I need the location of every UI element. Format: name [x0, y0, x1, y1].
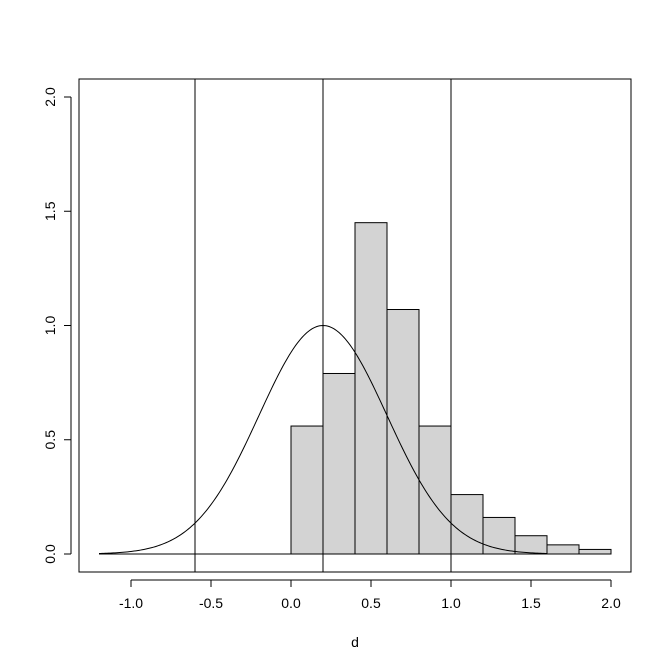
histogram-bar-3: [354, 222, 388, 555]
histogram-bar-9: [546, 544, 580, 555]
y-tick-label: 1.0: [42, 316, 58, 336]
y-tick-label: 1.5: [42, 201, 58, 221]
x-tick-label: 0.0: [281, 595, 301, 611]
x-axis-title: d: [351, 634, 359, 650]
histogram-bar-2: [322, 372, 356, 555]
y-tick-label: 0.0: [42, 544, 58, 564]
histogram-bar-4: [386, 309, 420, 555]
x-tick-label: -1.0: [119, 595, 143, 611]
x-tick-label: 0.5: [361, 595, 381, 611]
y-tick-label: 2.0: [42, 87, 58, 107]
histogram-bar-5: [418, 425, 452, 555]
y-tick-label: 0.5: [42, 430, 58, 450]
x-tick-label: 2.0: [601, 595, 621, 611]
x-tick-label: 1.5: [521, 595, 541, 611]
x-tick-label: 1.0: [441, 595, 461, 611]
x-tick-label: -0.5: [199, 595, 223, 611]
histogram-bar-8: [514, 535, 548, 555]
histogram-bar-7: [482, 516, 516, 555]
histogram-bar-6: [450, 494, 484, 555]
histogram-bar-10: [578, 548, 612, 555]
plot-frame: [78, 78, 632, 573]
histogram-bar-1: [290, 425, 324, 555]
